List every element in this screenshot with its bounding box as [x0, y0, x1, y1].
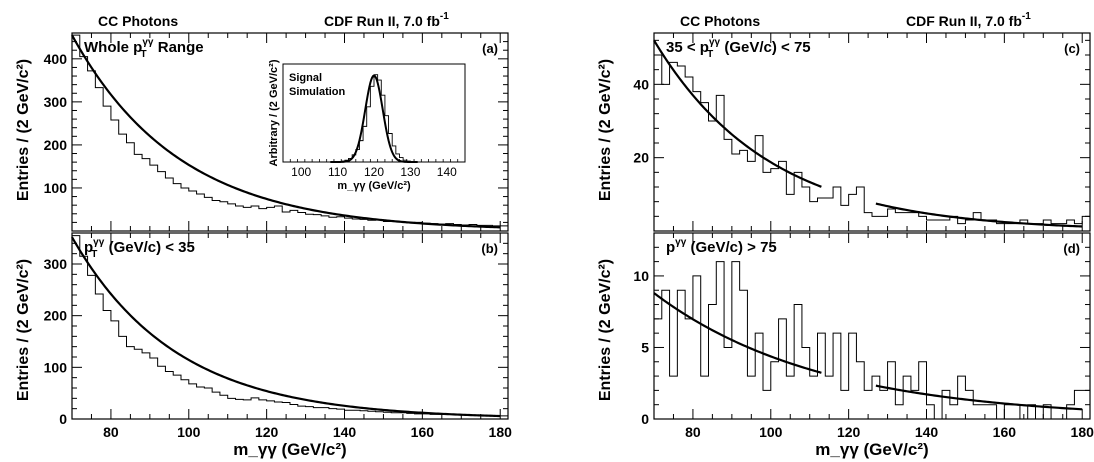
x-tick-label: 120	[837, 424, 861, 440]
header-left-a: CC Photons	[98, 13, 178, 29]
panel-d: 0 5 10 80 100 120 140 160 180 pγγ (GeV/c) > 75 (d)	[633, 232, 1094, 440]
y-tick-label: 40	[633, 76, 649, 92]
panel-label-b: (b)	[481, 241, 498, 256]
inset-x-tick-label: 100	[291, 165, 311, 179]
y-tick-label: 0	[641, 411, 649, 427]
xlabel-b: m_γγ (GeV/c²)	[233, 440, 346, 459]
fit-curve-a	[71, 34, 501, 229]
plot-frame-c	[653, 32, 1091, 232]
inset-title-line1: Signal	[289, 72, 322, 84]
header-right-c: CDF Run II, 7.0 fb-1	[906, 11, 1031, 29]
fit-curve-left-d	[653, 292, 822, 374]
x-tick-label: 160	[411, 424, 435, 440]
y-tick-label: 300	[44, 94, 68, 110]
inset-x-tick-label: 110	[328, 165, 347, 179]
panel-title-b: pγγ T (GeV/c) < 35	[84, 237, 195, 260]
panel-title-a: Whole pγγ T Range	[84, 37, 204, 60]
fit-curve-left-c	[653, 39, 822, 188]
inset-xlabel: m_γγ (GeV/c²)	[337, 180, 411, 192]
histogram-series-d	[654, 261, 1090, 420]
y-tick-label: 20	[633, 150, 649, 166]
y-tick-label: 10	[633, 268, 649, 284]
inset-title-line2: Simulation	[289, 86, 346, 98]
inset-gaussian-fit	[330, 74, 418, 163]
fit-curve-right-c	[875, 202, 1083, 228]
x-tick-label: 80	[103, 424, 119, 440]
panel-b: 0 100 200 300 80 100 120 140 160 180 pγγ T (GeV/c) …	[44, 232, 513, 440]
panel-label-a: (a)	[482, 41, 498, 56]
x-tick-label: 180	[1071, 424, 1094, 440]
histogram-series-b	[72, 235, 508, 417]
y-tick-label: 100	[44, 180, 68, 196]
inset-panel: 100 110 120 130 140 Signal Simulation m_γγ (GeV…	[268, 59, 466, 192]
panel-a: 100 200 300 400 Whole pγγ T Range (a)	[44, 32, 509, 232]
plot-frame-b	[71, 232, 509, 420]
fit-curve-right-d	[875, 384, 1083, 411]
x-tick-label: 160	[993, 424, 1017, 440]
x-tick-label: 100	[177, 424, 201, 440]
y-tick-label: 0	[59, 411, 67, 427]
x-tick-label: 180	[489, 424, 513, 440]
inset-x-tick-label: 130	[400, 165, 420, 179]
y-tick-label: 200	[44, 137, 68, 153]
header-right-a: CDF Run II, 7.0 fb-1	[324, 11, 449, 29]
y-tick-label: 400	[44, 51, 68, 67]
ylabel-d: Entries / (2 GeV/c²)	[597, 259, 614, 401]
ylabel-a: Entries / (2 GeV/c²)	[15, 59, 32, 201]
plot-frame-a	[71, 32, 509, 232]
inset-x-tick-label: 120	[364, 165, 384, 179]
x-tick-label: 140	[915, 424, 939, 440]
header-left-c: CC Photons	[680, 13, 760, 29]
y-tick-label: 200	[44, 308, 68, 324]
x-tick-label: 140	[333, 424, 357, 440]
plot-frame-d	[653, 232, 1091, 420]
fit-curve-b	[71, 236, 501, 418]
xlabel-d: m_γγ (GeV/c²)	[815, 440, 928, 459]
panel-title-c: 35 < pγγ T (GeV/c) < 75	[666, 37, 811, 60]
histogram-series-c	[654, 54, 1090, 225]
y-tick-label: 5	[641, 339, 649, 355]
panel-c: 20 40 35 < pγγ T (GeV/c) < 75 (c)	[633, 32, 1091, 232]
x-tick-label: 100	[759, 424, 783, 440]
panel-title-d: pγγ (GeV/c) > 75	[666, 237, 777, 256]
x-tick-label: 120	[255, 424, 279, 440]
ylabel-c: Entries / (2 GeV/c²)	[597, 59, 614, 201]
inset-ylabel: Arbitrary / (2 GeV/c²)	[268, 59, 280, 166]
inset-x-tick-label: 140	[437, 165, 457, 179]
panel-label-c: (c)	[1064, 41, 1080, 56]
panel-label-d: (d)	[1063, 241, 1080, 256]
ylabel-b: Entries / (2 GeV/c²)	[15, 259, 32, 401]
y-tick-label: 300	[44, 256, 68, 272]
x-tick-label: 80	[685, 424, 701, 440]
y-tick-label: 100	[44, 359, 68, 375]
